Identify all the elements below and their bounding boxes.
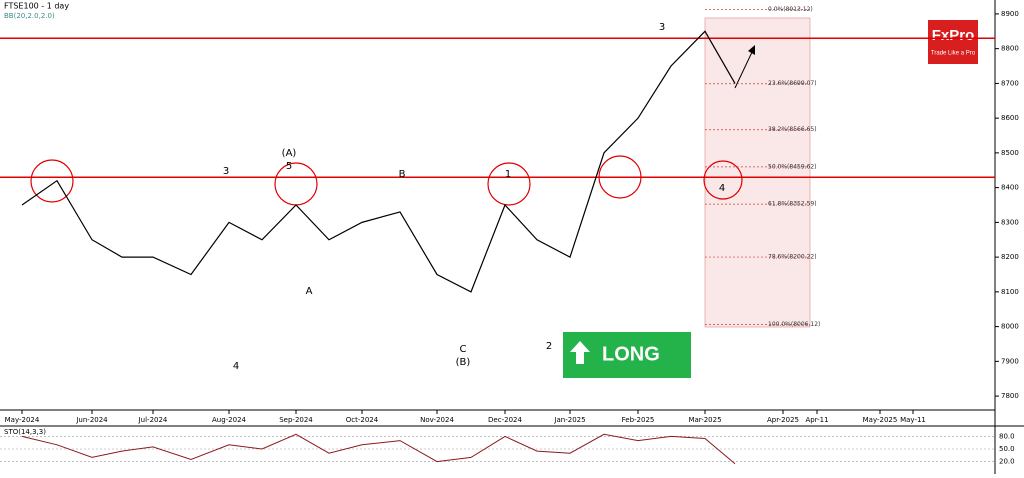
price-line xyxy=(21,30,736,293)
oscillator-tick-label: 50.0 xyxy=(999,445,1015,453)
wave-label: 2 xyxy=(546,341,552,352)
chart-subtitle: BB(20,2.0,2.0) xyxy=(4,12,55,20)
wave-label: C xyxy=(460,344,467,355)
oscillator-title: STO(14,3,3) xyxy=(4,428,46,436)
signal-text: LONG xyxy=(602,343,660,365)
x-tick-label: Oct-2024 xyxy=(346,416,379,424)
fibonacci-label: 78.6%(8200.22) xyxy=(768,254,817,261)
brand-name: FxPro xyxy=(932,27,975,44)
y-tick-label: 8900 xyxy=(1001,10,1019,18)
fibonacci-label: 50.0%(8459.62) xyxy=(768,163,817,170)
x-tick-label: Dec-2024 xyxy=(488,416,522,424)
signal-arrow xyxy=(570,341,590,364)
wave-label: 4 xyxy=(719,183,725,194)
y-tick-label: 8200 xyxy=(1001,253,1019,261)
wave-label: B xyxy=(399,169,406,180)
brand-tagline: Trade Like a Pro xyxy=(931,51,976,57)
y-tick-label: 7900 xyxy=(1001,357,1019,365)
y-tick-label: 8000 xyxy=(1001,323,1019,331)
oscillator-tick-label: 80.0 xyxy=(999,432,1015,440)
wave-label: 3 xyxy=(223,166,229,177)
wave-label: 4 xyxy=(233,361,239,372)
chart-title: FTSE100 - 1 day xyxy=(4,2,69,11)
x-tick-label: Apr-11 xyxy=(805,416,828,424)
y-tick-label: 7800 xyxy=(1001,392,1019,400)
signal-badge xyxy=(563,332,691,378)
forecast-arrowhead xyxy=(748,45,755,55)
x-tick-label: Apr-2025 xyxy=(767,416,799,424)
x-tick-label: Jan-2025 xyxy=(553,416,585,424)
y-tick-label: 8100 xyxy=(1001,288,1019,296)
fibonacci-label: 38.2%(8566.65) xyxy=(768,126,817,133)
wave-label: 3 xyxy=(659,22,665,33)
fibonacci-zone xyxy=(704,17,811,328)
x-tick-label: Nov-2024 xyxy=(420,416,454,424)
fibonacci-label: 61.8%(8352.59) xyxy=(768,201,817,208)
x-tick-label: Jul-2024 xyxy=(138,416,168,424)
fibonacci-label: 100.0%(8006.12) xyxy=(768,321,820,328)
y-tick-label: 8500 xyxy=(1001,149,1019,157)
x-tick-label: May-2024 xyxy=(5,416,40,424)
fibonacci-label: 0.0%(8913.12) xyxy=(768,6,813,13)
x-tick-label: May-11 xyxy=(900,416,926,424)
y-tick-label: 8600 xyxy=(1001,114,1019,122)
oscillator-tick-label: 20.0 xyxy=(999,458,1015,466)
y-tick-label: 8800 xyxy=(1001,45,1019,53)
fibonacci-label: 23.6%(8699.07) xyxy=(768,80,817,87)
x-tick-label: Feb-2025 xyxy=(622,416,655,424)
wave-label: 5 xyxy=(286,161,292,172)
x-tick-label: Aug-2024 xyxy=(212,416,247,424)
x-tick-label: Sep-2024 xyxy=(279,416,313,424)
x-tick-label: May-2025 xyxy=(863,416,898,424)
x-tick-label: Jun-2024 xyxy=(75,416,108,424)
oscillator-line xyxy=(21,433,736,465)
x-tick-label: Mar-2025 xyxy=(688,416,721,424)
y-tick-label: 8300 xyxy=(1001,218,1019,226)
brand-logo xyxy=(928,20,978,64)
wave-label: (A) xyxy=(282,148,297,159)
wave-label: A xyxy=(306,286,313,297)
wave-label: (B) xyxy=(456,357,471,368)
wave-label: 1 xyxy=(505,169,511,180)
y-tick-label: 8400 xyxy=(1001,184,1019,192)
forecast-arrow xyxy=(734,49,754,89)
y-tick-label: 8700 xyxy=(1001,79,1019,87)
